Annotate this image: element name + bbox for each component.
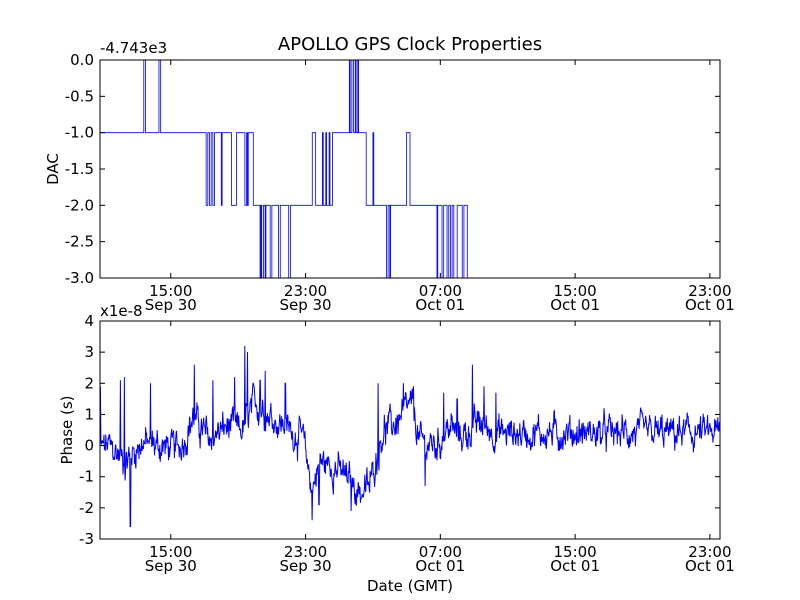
dac-xtick-date: Oct 01 <box>550 296 600 314</box>
phase-ytick-label: -1 <box>79 468 94 486</box>
dac-panel: -4.743e3 DAC 0.0 -0.5 -1.0 -1.5 -2.0 -2.5 -3.0… <box>44 39 735 314</box>
dac-ytick-label: -2.5 <box>65 233 94 251</box>
phase-ytick-label: -2 <box>79 499 94 517</box>
dac-y-axis-label: DAC <box>44 153 62 185</box>
phase-ytick-label: 0 <box>84 437 94 455</box>
phase-xtick-date: Oct 01 <box>685 557 735 575</box>
phase-series-line <box>99 345 721 527</box>
dac-xtick-date: Oct 01 <box>685 296 735 314</box>
phase-xtick-date: Oct 01 <box>415 557 465 575</box>
phase-xtick-time: 23:00 <box>688 543 731 561</box>
phase-y-offset-label: x1e-8 <box>100 302 143 320</box>
dac-y-offset-label: -4.743e3 <box>100 39 167 57</box>
dac-xtick-time: 15:00 <box>553 282 596 300</box>
dac-xtick-date: Oct 01 <box>415 296 465 314</box>
phase-ytick-label: -3 <box>79 530 94 548</box>
phase-xtick-time: 07:00 <box>419 543 462 561</box>
figure-title: APOLLO GPS Clock Properties <box>278 34 542 55</box>
dac-ytick-label: -1.5 <box>65 160 94 178</box>
phase-xtick-date: Sep 30 <box>279 557 331 575</box>
dac-xtick-date: Sep 30 <box>145 296 197 314</box>
phase-ytick-label: 4 <box>84 312 94 330</box>
dac-ytick-label: -1.0 <box>65 124 94 142</box>
phase-ytick-label: 2 <box>84 374 94 392</box>
dac-xtick-date: Sep 30 <box>279 296 331 314</box>
dac-xtick-time: 07:00 <box>419 282 462 300</box>
phase-y-axis-label: Phase (s) <box>58 395 76 464</box>
phase-xtick-time: 15:00 <box>553 543 596 561</box>
dac-ytick-label: -0.5 <box>65 87 94 105</box>
dac-xtick-time: 23:00 <box>688 282 731 300</box>
dac-xtick-time: 15:00 <box>149 282 192 300</box>
phase-xtick-date: Sep 30 <box>145 557 197 575</box>
phase-ytick-label: 3 <box>84 343 94 361</box>
dac-y-ticks: 0.0 -0.5 -1.0 -1.5 -2.0 -2.5 -3.0 <box>65 51 720 287</box>
dac-series-line <box>99 59 720 279</box>
phase-xtick-date: Oct 01 <box>550 557 600 575</box>
phase-xtick-time: 15:00 <box>149 543 192 561</box>
dac-xtick-time: 23:00 <box>284 282 327 300</box>
phase-ytick-label: 1 <box>84 405 94 423</box>
phase-y-ticks: 4 3 2 1 0 -1 -2 -3 <box>79 312 720 548</box>
dac-ytick-label: -3.0 <box>65 269 94 287</box>
dac-ytick-label: 0.0 <box>70 51 94 69</box>
phase-plot-frame <box>99 320 721 540</box>
phase-xtick-time: 23:00 <box>284 543 327 561</box>
x-axis-label: Date (GMT) <box>367 577 453 595</box>
dac-ytick-label: -2.0 <box>65 196 94 214</box>
